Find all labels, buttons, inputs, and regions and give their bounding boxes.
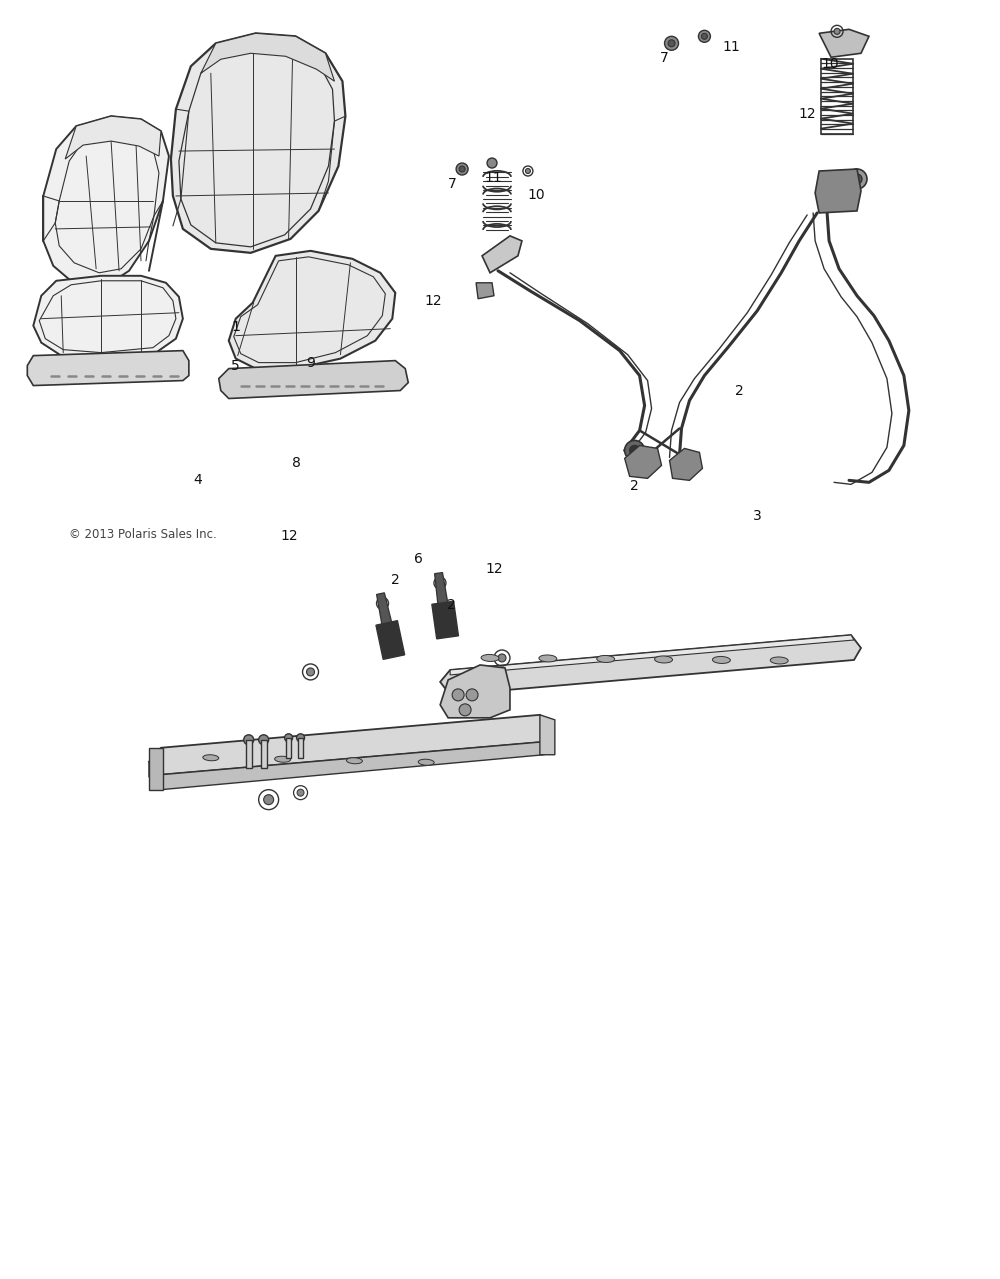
- Text: 12: 12: [798, 106, 816, 120]
- Circle shape: [698, 31, 710, 42]
- Polygon shape: [450, 634, 854, 675]
- Polygon shape: [435, 573, 448, 604]
- Text: 2: 2: [630, 480, 639, 494]
- Circle shape: [630, 445, 640, 455]
- Circle shape: [498, 654, 506, 663]
- Polygon shape: [432, 601, 458, 640]
- Ellipse shape: [539, 655, 557, 663]
- Polygon shape: [540, 715, 555, 755]
- Circle shape: [525, 169, 530, 174]
- Circle shape: [285, 734, 293, 742]
- Text: 10: 10: [527, 188, 545, 202]
- Text: 2: 2: [735, 384, 744, 398]
- Text: 9: 9: [306, 356, 315, 370]
- Circle shape: [665, 36, 679, 50]
- Ellipse shape: [275, 756, 291, 762]
- Ellipse shape: [481, 655, 499, 661]
- Polygon shape: [201, 33, 334, 81]
- Ellipse shape: [203, 755, 219, 761]
- Circle shape: [307, 668, 315, 675]
- Ellipse shape: [418, 760, 434, 765]
- Circle shape: [847, 169, 867, 189]
- Polygon shape: [670, 449, 702, 481]
- Text: 11: 11: [722, 41, 740, 54]
- Ellipse shape: [712, 656, 730, 664]
- Polygon shape: [376, 620, 405, 660]
- Text: 3: 3: [753, 509, 762, 523]
- Circle shape: [259, 735, 269, 744]
- Text: 1: 1: [231, 320, 240, 334]
- Polygon shape: [27, 350, 189, 385]
- Polygon shape: [815, 169, 861, 212]
- Circle shape: [456, 162, 468, 175]
- Text: 5: 5: [231, 359, 240, 373]
- Polygon shape: [149, 715, 552, 775]
- Polygon shape: [476, 283, 494, 299]
- Text: 7: 7: [448, 177, 457, 191]
- Circle shape: [297, 734, 305, 742]
- Polygon shape: [219, 361, 408, 399]
- Polygon shape: [625, 445, 662, 478]
- Ellipse shape: [597, 655, 615, 663]
- Polygon shape: [171, 33, 345, 253]
- Ellipse shape: [655, 656, 673, 663]
- Text: 7: 7: [660, 51, 669, 64]
- Circle shape: [701, 33, 707, 40]
- Polygon shape: [149, 742, 544, 789]
- Circle shape: [625, 440, 645, 460]
- Text: 2: 2: [391, 573, 400, 587]
- Circle shape: [466, 689, 478, 701]
- Text: 11: 11: [484, 170, 502, 184]
- Polygon shape: [377, 592, 392, 624]
- Circle shape: [487, 159, 497, 168]
- Text: 10: 10: [821, 58, 839, 70]
- Text: 4: 4: [193, 473, 202, 487]
- Circle shape: [834, 28, 840, 35]
- Circle shape: [852, 174, 862, 184]
- Ellipse shape: [346, 757, 362, 764]
- Polygon shape: [298, 738, 303, 757]
- Polygon shape: [440, 634, 861, 694]
- Polygon shape: [65, 116, 161, 159]
- Polygon shape: [246, 739, 252, 767]
- Circle shape: [297, 789, 304, 796]
- Polygon shape: [286, 738, 291, 757]
- Circle shape: [459, 166, 465, 171]
- Circle shape: [452, 689, 464, 701]
- Circle shape: [459, 703, 471, 716]
- Text: 12: 12: [485, 563, 503, 577]
- Polygon shape: [229, 251, 395, 368]
- Text: 12: 12: [281, 530, 298, 544]
- Circle shape: [244, 735, 254, 744]
- Text: 2: 2: [447, 599, 456, 613]
- Circle shape: [264, 794, 274, 804]
- Polygon shape: [261, 739, 267, 767]
- Circle shape: [668, 40, 675, 47]
- Ellipse shape: [770, 657, 788, 664]
- Text: 12: 12: [424, 294, 442, 308]
- Polygon shape: [149, 748, 163, 789]
- Polygon shape: [819, 29, 869, 58]
- Polygon shape: [43, 116, 169, 285]
- Polygon shape: [33, 276, 183, 358]
- Text: 8: 8: [292, 457, 301, 471]
- Text: 6: 6: [414, 553, 423, 567]
- Polygon shape: [482, 235, 522, 272]
- Text: © 2013 Polaris Sales Inc.: © 2013 Polaris Sales Inc.: [69, 528, 217, 541]
- Polygon shape: [440, 665, 510, 718]
